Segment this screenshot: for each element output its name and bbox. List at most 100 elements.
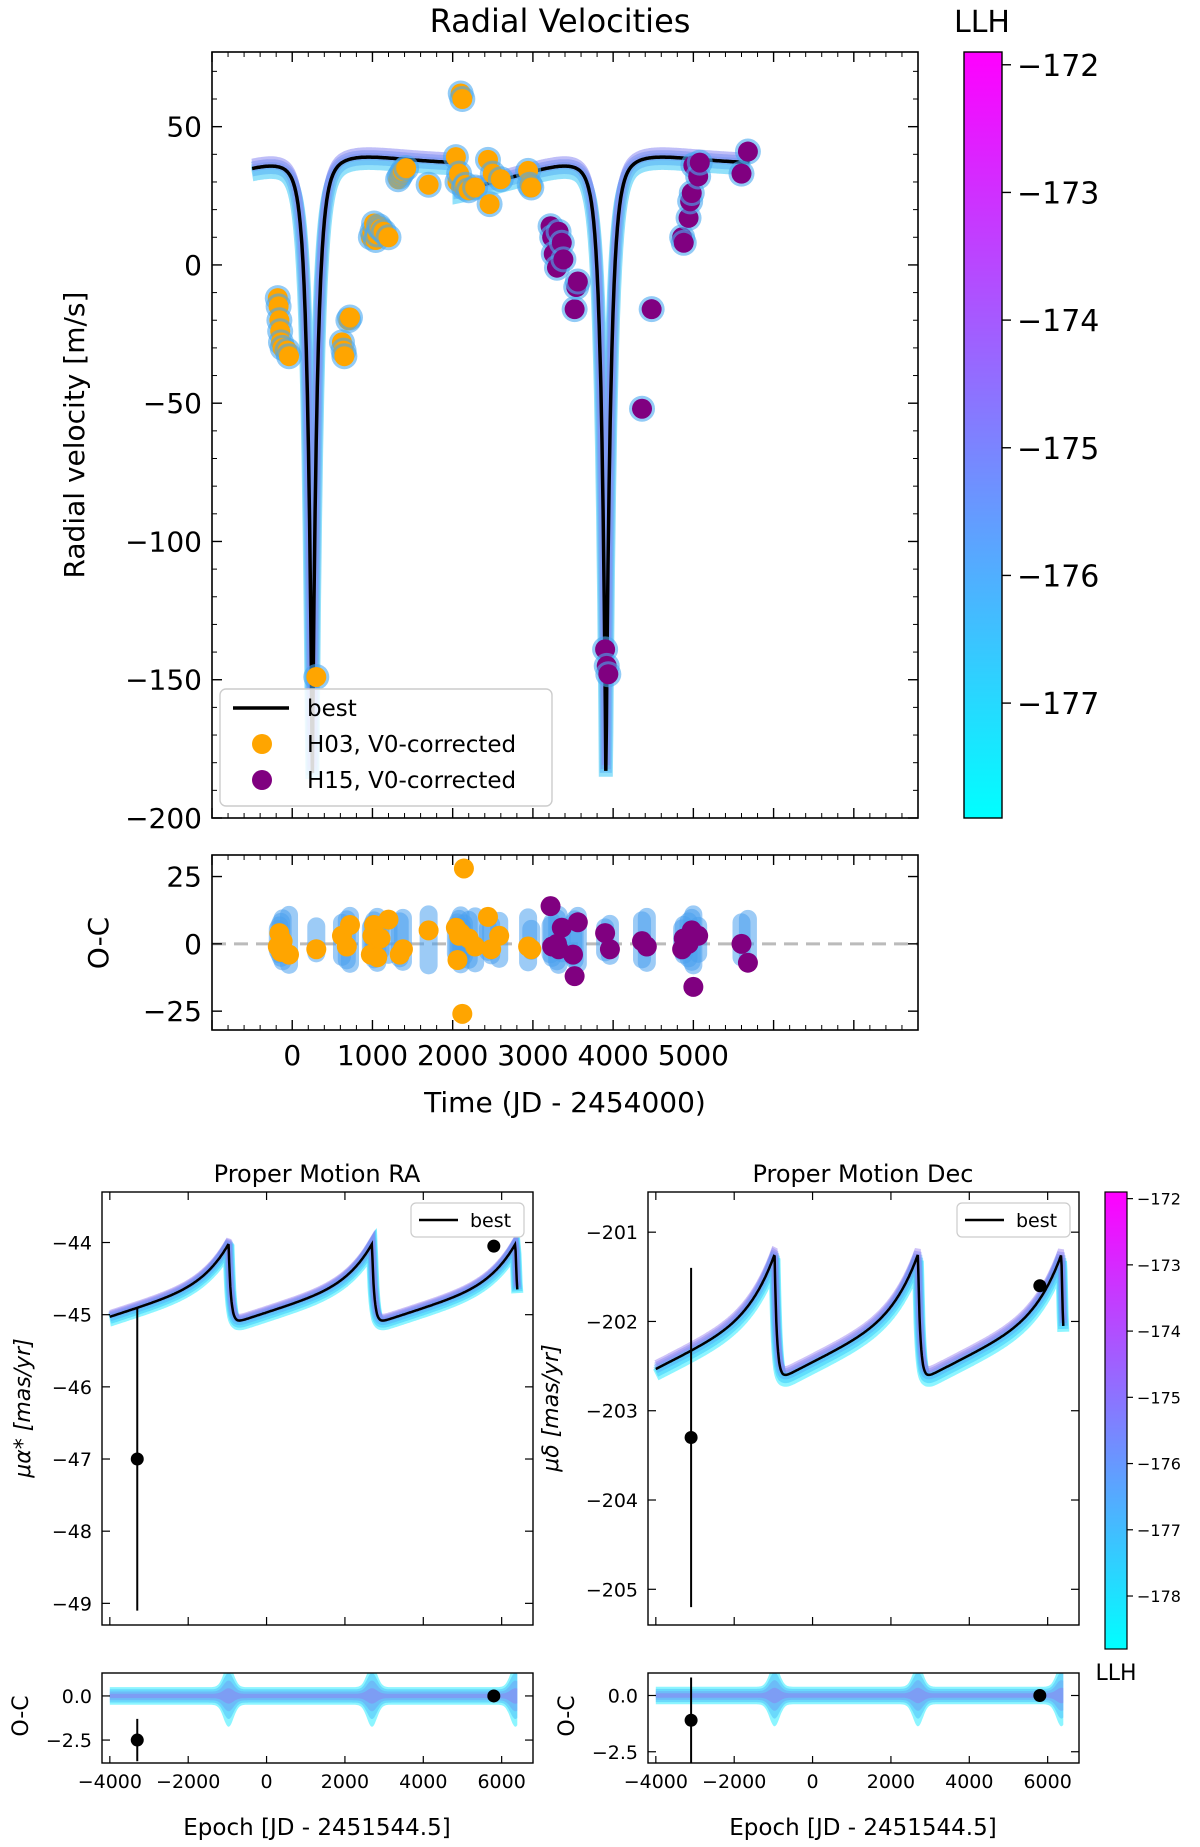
rv-residual-h03 [477,906,498,927]
rv-xtick-label: 4000 [578,1039,649,1072]
pm-model-sample-curve [108,1229,522,1326]
pm-residual-band [109,1673,518,1719]
rv-xtick-label: 2000 [417,1039,488,1072]
pm-model-sample-curve [108,1228,523,1328]
pm-ra-legend: best [410,1202,525,1238]
legend-h03-marker [252,734,272,754]
pm-xtick-label: 6000 [477,1771,525,1793]
rv-point-h15 [567,271,588,292]
pm-model-sample-curve [108,1229,522,1323]
pm-ra-xlabel: Epoch [JD - 2451544.5] [183,1815,450,1841]
pm-xtick-label: 6000 [1023,1771,1071,1793]
pm-xtick-label: −2000 [702,1771,766,1793]
pm-xtick-label: 4000 [945,1771,993,1793]
pm-best-curve [109,1240,519,1322]
pm-dec-frame [647,1191,1080,1626]
pm-data-point [1033,1279,1047,1293]
rv-residual-h03 [521,939,542,960]
pm-ytick-label: −205 [586,1579,638,1601]
rv-residual-h03 [489,925,510,946]
pm-dec-residual-plot-area [655,1673,1064,1763]
rv-point-h15 [553,249,574,270]
pm-ytick-label: −204 [586,1490,638,1512]
pm-ra-residual-frame [101,1672,534,1764]
rv-residual-h03 [465,936,486,957]
pm-residual-band [655,1680,1064,1711]
rv-residual-h15 [688,925,709,946]
pm-colorbar-tick-label: −178 [1137,1587,1181,1606]
rv-legend: best H03, V0-corrected H15, V0-corrected [219,688,553,807]
rv-residual-ytick-label: −25 [143,995,202,1028]
pm-ra-ylabel: μα* [mas/yr] [11,1338,36,1479]
rv-colorbar: LLH −172 −173 −174 −175 −176 −177 [954,5,1099,819]
rv-colorbar-tick-label: −175 [1017,432,1099,467]
pm-colorbar-ticks: −172 −173 −174 −175 −176 −177 −178 [1127,1190,1181,1606]
pm-data-point [487,1239,501,1253]
pm-residual-band [655,1687,1064,1704]
pm-ytick-label: −46 [52,1377,92,1399]
pm-ra-axes: −44 −45 −46 −47 −48 −49 [52,1192,533,1625]
pm-dec-ylabel: μδ [mas/yr] [539,1344,564,1472]
pm-xtick-label: 2000 [867,1771,915,1793]
pm-residual-band [109,1688,518,1704]
rv-point-h15 [689,152,710,173]
pm-dec-plot-area [653,1245,1070,1608]
rv-residual-h15 [563,944,584,965]
pm-dec-residual-ylabel: O-C [555,1695,580,1736]
pm-dec-legend-best: best [1016,1210,1057,1232]
pm-ytick-label: −49 [52,1593,92,1615]
rv-point-h15 [673,232,694,253]
rv-residual-h03 [378,909,399,930]
rv-colorbar-ticks: −172 −173 −174 −175 −176 −177 [1002,49,1099,722]
rv-residual-h03 [370,928,391,949]
pm-xtick-label: 0 [261,1771,273,1793]
pm-ra-residual-ylabel: O-C [9,1695,34,1736]
rv-residual-h15 [595,923,616,944]
rv-point-h03 [279,346,300,367]
rv-residual-ylabel: O-C [82,917,115,969]
pm-colorbar-tick-label: −172 [1137,1190,1181,1209]
pm-dec-title: Proper Motion Dec [752,1160,973,1188]
pm-model-sample-curve [653,1251,1069,1384]
pm-colorbar-tick-label: −176 [1137,1455,1181,1474]
pm-xtick-label: −4000 [78,1771,142,1793]
pm-xtick-label: −2000 [156,1771,220,1793]
rv-xtick-label: 1000 [337,1039,408,1072]
rv-residual-ytick-label: 0 [184,928,202,961]
rv-colorbar-gradient [963,51,1003,819]
rv-residual-h03 [447,950,468,970]
pm-xtick-label: 2000 [321,1771,369,1793]
pm-ra-plot-area [108,1227,524,1611]
pm-dec-legend-box [956,1202,1071,1238]
rv-colorbar-tick-label: −174 [1017,304,1099,339]
rv-residual-h15 [551,917,572,938]
rv-residual-h15 [636,936,657,957]
pm-dec-xlabel: Epoch [JD - 2451544.5] [729,1815,996,1841]
rv-axes: 50 0 −50 −100 −150 −200 [125,52,919,835]
rv-ytick-label: −150 [125,664,202,697]
rv-point-h15 [598,664,619,685]
pm-colorbar-tick-label: −174 [1137,1322,1181,1341]
rv-xtick-label: 5000 [658,1039,729,1072]
rv-point-h03 [521,177,542,198]
rv-point-h03 [452,89,473,110]
rv-residual-h03 [367,947,388,968]
pm-model-sample-curve [654,1245,1067,1373]
rv-point-h03 [479,194,500,215]
pm-colorbar-tick-label: −173 [1137,1256,1181,1275]
rv-legend-best: best [307,696,357,722]
rv-residual-h15 [737,952,758,973]
pm-ra-frame [101,1191,534,1626]
rv-residual-h03 [453,858,474,879]
rv-xtick-label: 0 [283,1039,301,1072]
pm-model-sample-curve [654,1247,1068,1376]
rv-point-h15 [737,141,758,162]
pm-residual-ytick-label: −2.5 [46,1730,92,1752]
pm-residual-point [487,1689,501,1703]
rv-ytick-label: −100 [125,525,202,558]
rv-point-h03 [490,169,511,190]
pm-model-sample-curve [653,1253,1070,1387]
rv-point-h15 [641,299,662,320]
pm-residual-band [655,1673,1064,1727]
rv-residual-panel: 25 0 −25 0 1000 2000 3000 4000 5000 O-C Time (JD… [82,854,919,1119]
